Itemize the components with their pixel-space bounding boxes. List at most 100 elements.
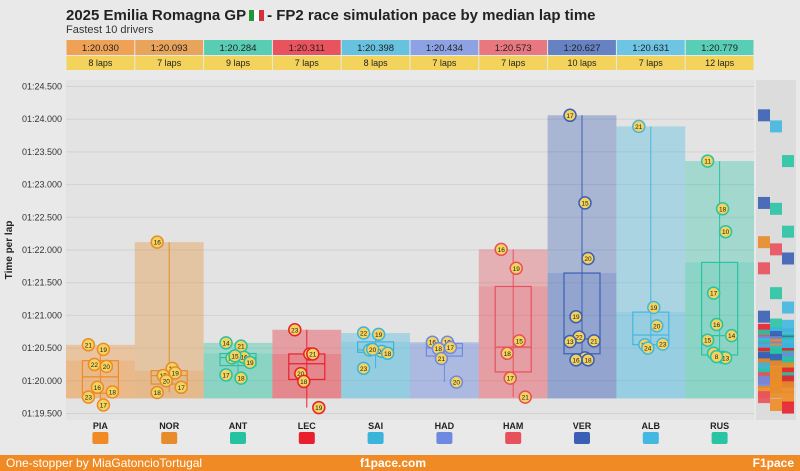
lap-point-HAM-18 (500, 346, 514, 361)
lap-point-HAM-16 (494, 242, 508, 257)
lap-label-SAI-19: 19 (375, 332, 383, 339)
lap-point-HAD-21 (434, 351, 449, 366)
driver-group-SAI: 22192117201823 (341, 326, 410, 399)
pace-chart: 01:19.500 01:20.000 01:20.500 01:21.000 01:2… (4, 40, 796, 444)
x-tick-label-ANT: ANT (229, 421, 248, 431)
lap-point-PIA-17 (96, 398, 111, 412)
driver-group-VER: 17152019222113141816 (547, 108, 617, 399)
laps-count-RUS: 12 laps (705, 58, 735, 68)
median-cell-LEC (272, 40, 341, 55)
lap-label-VER-19: 19 (572, 314, 580, 321)
median-cell-HAD (410, 40, 479, 55)
lap-strip-cell-VER-15 (758, 196, 770, 209)
x-tick-label-VER: VER (573, 421, 592, 431)
title-right: - FP2 race simulation pace by median lap… (267, 7, 596, 24)
lap-label-LEC-20: 20 (297, 371, 305, 378)
lap-label-RUS-14: 14 (728, 333, 736, 340)
median-value-HAD: 1:20.434 (426, 43, 463, 54)
lap-point-ANT-17 (219, 368, 233, 382)
y-tick-label-6: 01:22.500 (22, 212, 62, 222)
laps-cell-SAI (341, 56, 410, 70)
lap-strip-cell-VER-19 (758, 310, 770, 323)
x-tick-label-RUS: RUS (710, 421, 729, 431)
team-mercedes-logo-ANT (230, 432, 246, 444)
median-cell-NOR (135, 40, 204, 55)
lap-strip-cell-VER-20 (782, 252, 794, 265)
laps-count-NOR: 7 laps (157, 58, 182, 68)
y-tick-label-9: 01:24.000 (22, 114, 62, 124)
lap-label-HAM-17: 17 (507, 376, 515, 383)
lap-label-VER-20: 20 (584, 256, 592, 263)
footer-site[interactable]: f1pace.com (360, 456, 427, 470)
driver-group-ANT: 1421162015191718 (203, 336, 273, 399)
lap-strip-cell-NOR-18 (770, 386, 782, 399)
median-value-NOR: 1:20.093 (151, 43, 188, 54)
lap-point-HAM-21 (518, 390, 532, 404)
lap-label-SAI-22: 22 (360, 331, 368, 338)
lap-point-RUS-17 (706, 286, 721, 300)
lap-label-ALB-24: 24 (644, 346, 652, 353)
lap-label-HAD-17: 17 (447, 345, 455, 352)
median-value-ALB: 1:20.631 (632, 43, 669, 54)
lap-label-RUS-17: 17 (710, 291, 718, 298)
lap-point-PIA-22 (87, 357, 102, 372)
lap-label-PIA-23: 23 (85, 395, 93, 402)
lap-label-VER-21: 21 (590, 338, 598, 345)
lap-label-ANT-21: 21 (237, 344, 245, 351)
median-value-RUS: 1:20.779 (701, 43, 738, 54)
y-tick-label-7: 01:23.000 (22, 180, 62, 190)
driver-group-HAD: 161917182120 (410, 335, 479, 399)
y-tick-label-2: 01:20.500 (22, 343, 62, 353)
lap-point-VER-17 (563, 108, 577, 123)
lap-strip-cell-RUS-18 (770, 202, 782, 215)
laps-cell-LEC (272, 56, 341, 70)
lap-label-HAD-20: 20 (453, 380, 461, 387)
team-mercedes-logo-RUS (711, 432, 728, 444)
median-cell-VER (548, 40, 616, 55)
lap-label-LEC-18: 18 (300, 379, 308, 386)
lap-strip-cell-ALB-21 (770, 120, 782, 133)
box-HAM (494, 285, 532, 373)
laps-cell-RUS (685, 56, 754, 70)
lap-label-HAD-21: 21 (438, 356, 446, 363)
laps-cell-ALB (616, 56, 685, 70)
lap-point-RUS-15 (700, 333, 715, 347)
median-cell-HAM (479, 40, 548, 55)
lap-point-ALB-23 (656, 337, 670, 351)
lap-strip-cell-VER-17 (758, 109, 770, 122)
italy-flag-icon (249, 10, 265, 21)
lap-label-ANT-14: 14 (222, 340, 230, 347)
driver-group-RUS: 11181017161415121398 (685, 154, 754, 399)
lap-point-ALB-19 (647, 300, 661, 315)
team-racing-bulls-logo-HAD (436, 432, 453, 444)
lap-point-PIA-21 (81, 338, 96, 352)
lap-label-HAD-16: 16 (429, 340, 437, 347)
lap-point-LEC-19 (312, 400, 326, 415)
team-ferrari-logo-HAM (505, 432, 522, 444)
lap-label-PIA-16: 16 (94, 385, 102, 392)
laps-cell-PIA (66, 56, 135, 70)
lap-strip-cell-RUS-10 (782, 225, 794, 238)
lap-point-PIA-16 (90, 380, 105, 395)
lap-label-RUS-18: 18 (719, 206, 727, 213)
lap-label-ANT-15: 15 (231, 353, 239, 360)
median-cell-SAI (341, 40, 410, 55)
lap-label-ALB-23: 23 (659, 342, 667, 349)
lap-point-VER-15 (578, 196, 592, 210)
lap-label-VER-17: 17 (566, 113, 574, 120)
laps-cell-NOR (135, 56, 204, 70)
median-cell-RUS (685, 40, 754, 55)
lap-label-ALB-21: 21 (635, 124, 643, 131)
lap-point-NOR-20 (159, 374, 173, 388)
lap-point-VER-13 (563, 334, 577, 349)
x-tick-label-HAM: HAM (503, 421, 524, 431)
lap-point-LEC-18 (297, 374, 311, 389)
lap-point-PIA-23 (81, 390, 96, 404)
lap-strip-cell-HAM-21 (758, 391, 770, 404)
lap-label-PIA-19: 19 (100, 347, 108, 354)
lap-label-SAI-18: 18 (384, 351, 392, 358)
lap-label-ANT-18: 18 (237, 376, 245, 383)
lap-label-SAI-20: 20 (369, 347, 377, 354)
lap-point-HAD-20 (449, 375, 464, 389)
median-cell-ALB (616, 40, 685, 55)
